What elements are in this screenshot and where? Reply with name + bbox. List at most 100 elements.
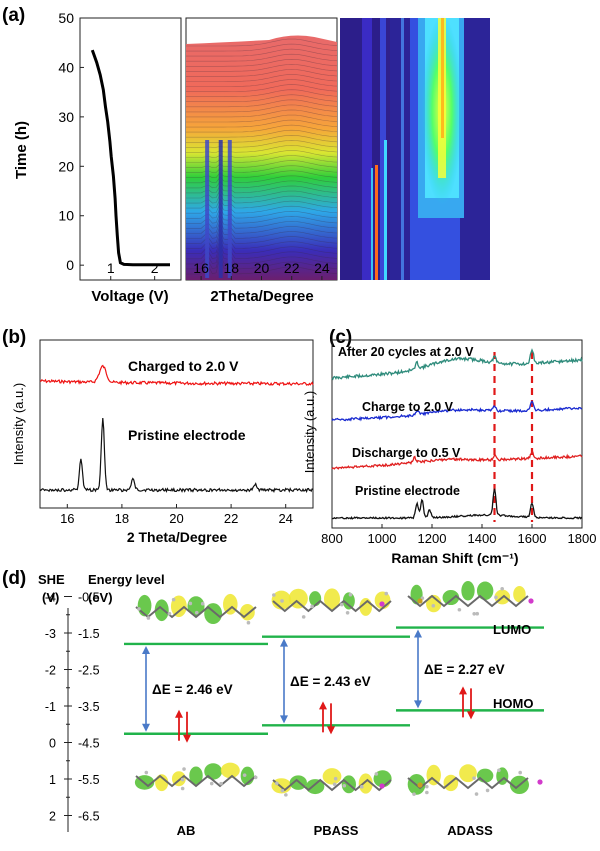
b-xtick-label: 18	[115, 511, 129, 526]
a1-ytick-label: 20	[58, 158, 74, 174]
d-hydrogen-atom	[518, 770, 522, 775]
d-hydrogen-atom	[253, 775, 258, 780]
d-gap-arrowhead-up	[414, 629, 422, 638]
d-hydrogen-atom	[475, 611, 480, 616]
a2-trace	[186, 48, 338, 57]
d-molecule-skeleton	[135, 605, 257, 619]
a2-peak-streak	[218, 140, 223, 278]
d-homo-orbital	[407, 764, 530, 796]
d-homo-orbital	[134, 762, 258, 792]
d-hydrogen-atom	[137, 607, 141, 611]
d-molecule-skeleton	[272, 599, 392, 613]
d-hydrogen-atom	[333, 776, 338, 781]
a2-waterfall	[186, 35, 338, 280]
a2-trace	[186, 119, 338, 128]
d-orbital-lobe	[442, 590, 460, 606]
d-hydrogen-atom	[284, 793, 288, 797]
d-hydrogen-atom	[348, 592, 353, 597]
d-orbital-lobe	[476, 581, 494, 601]
a2-trace	[186, 175, 338, 184]
a2-xtick-label: 18	[224, 260, 240, 276]
d-hydrogen-atom	[339, 602, 344, 607]
d-molecule-name: AB	[177, 823, 196, 838]
panel-label-c: (c)	[329, 327, 352, 348]
d-molecule-skeleton	[272, 778, 392, 792]
chart-heatmap	[340, 15, 490, 280]
d-heteroatom	[417, 782, 423, 788]
a3-band	[390, 18, 410, 280]
b-ylabel: Intensity (a.u.)	[11, 383, 26, 465]
d-homo-label: HOMO	[493, 696, 533, 711]
d-hydrogen-atom	[280, 599, 284, 603]
d-ev-tick-label: -1.5	[78, 627, 100, 641]
a2-trace	[186, 237, 338, 254]
a2-trace	[186, 53, 338, 62]
d-heteroatom	[379, 783, 385, 789]
a2-peak-streak	[205, 140, 210, 278]
d-hydrogen-atom	[359, 785, 364, 789]
b-label-charged: Charged to 2.0 V	[128, 358, 239, 374]
a2-trace	[186, 155, 338, 163]
d-gap-label: ΔE = 2.46 eV	[152, 682, 233, 697]
chart-waterfall-xrd: 2Theta/Degree 16 18 20 22 24	[185, 17, 338, 305]
d-hydrogen-atom	[497, 768, 501, 773]
d-hydrogen-atom	[180, 777, 185, 782]
d-hydrogen-atom	[425, 784, 429, 789]
a3-streak-cyan-2	[384, 140, 387, 280]
d-heteroatom	[417, 598, 423, 604]
d-lumo-orbital	[135, 593, 257, 625]
a2-xtick-label: 24	[314, 260, 330, 276]
d-ev-tick-label: -4.5	[78, 737, 100, 751]
a2-xtick-label: 20	[254, 260, 270, 276]
d-ev-tick-label: -3.5	[78, 700, 100, 714]
d-hydrogen-atom	[345, 610, 350, 615]
d-she-title: SHE	[38, 572, 65, 587]
a1-ytick-label: 30	[58, 109, 74, 125]
d-hydrogen-atom	[472, 611, 476, 616]
d-spin-up-head	[319, 701, 327, 710]
d-gap-label: ΔE = 2.27 eV	[424, 662, 505, 677]
a3-streak-cyan-1	[371, 168, 373, 280]
a2-trace	[186, 170, 338, 179]
b-series-pristine	[39, 417, 314, 494]
d-hydrogen-atom	[485, 788, 490, 793]
c-xtick-label: 1000	[368, 531, 397, 546]
d-hydrogen-atom	[474, 792, 479, 796]
a3-band	[372, 18, 380, 280]
a1-xtick-label: 1	[107, 260, 115, 276]
d-hydrogen-atom	[472, 776, 476, 780]
c-xlabel: Raman Shift (cm⁻¹)	[391, 550, 518, 566]
a1-ytick-label: 10	[58, 208, 74, 224]
a2-trace	[186, 114, 338, 123]
d-orbital-lobe	[189, 766, 203, 785]
a1-xlabel: Voltage (V)	[91, 288, 168, 305]
d-ev-title: Energy level	[88, 572, 165, 587]
a2-trace	[186, 74, 338, 82]
d-orbital-lobe	[204, 603, 223, 625]
a2-trace	[186, 189, 338, 199]
d-hydrogen-atom	[167, 611, 172, 616]
d-orbital-lobe	[342, 592, 355, 610]
a2-trace	[186, 104, 338, 113]
chart-xrd-b: Intensity (a.u.) 2 Theta/Degree 16 18 20 22…	[11, 339, 314, 545]
d-orbital-lobe	[220, 762, 240, 779]
a2-xtick-label: 16	[193, 260, 209, 276]
d-she-tick-label: 2	[49, 810, 56, 824]
d-hydrogen-atom	[246, 620, 251, 625]
a2-trace	[186, 232, 338, 249]
b-xtick-label: 22	[224, 511, 238, 526]
d-spin-up-head	[459, 686, 467, 695]
d-hydrogen-atom	[301, 615, 306, 619]
d-orbital-lobe	[461, 580, 475, 601]
a2-trace	[186, 245, 338, 265]
a2-trace	[186, 215, 338, 229]
d-molecule-name: ADASS	[447, 823, 493, 838]
a2-trace	[186, 160, 338, 168]
a2-trace	[186, 185, 338, 194]
d-orbital-lobe	[187, 596, 205, 616]
c-ylabel: Intensity (a.u.)	[302, 391, 317, 473]
a3-band	[340, 18, 362, 280]
d-molecule-name: PBASS	[314, 823, 359, 838]
d-hydrogen-atom	[431, 603, 436, 608]
